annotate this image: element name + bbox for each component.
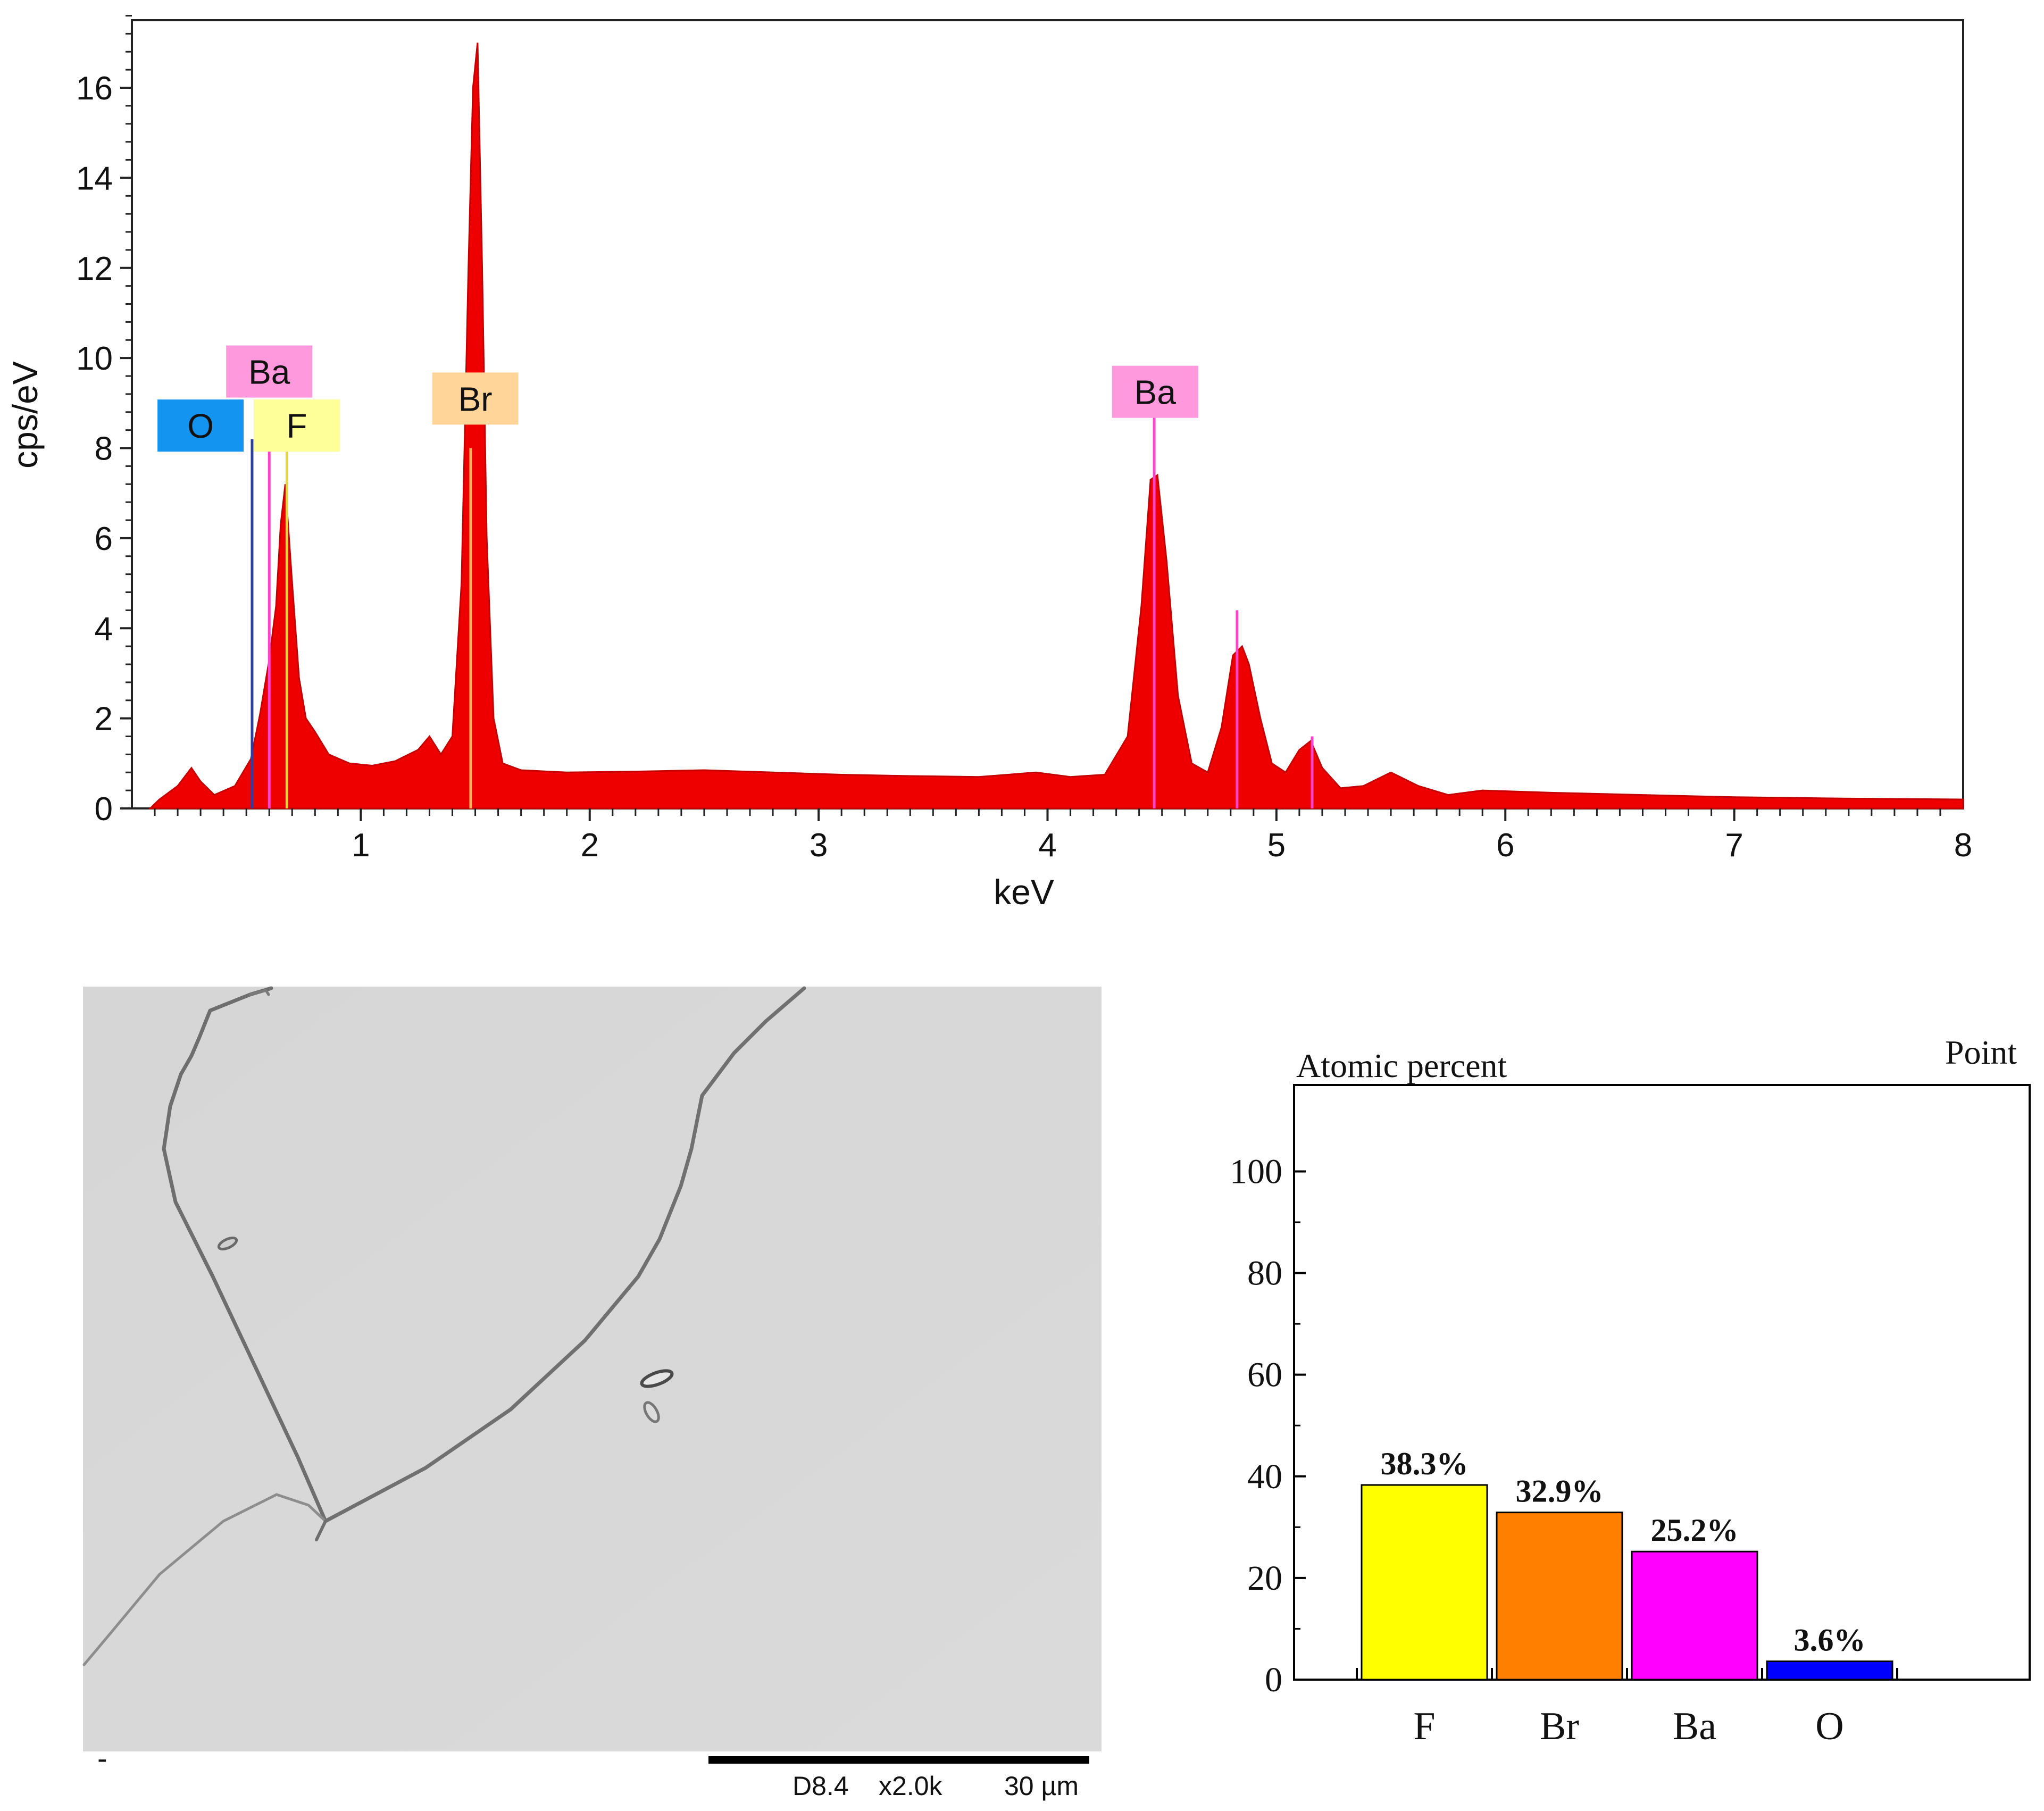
bar-chart-corner-label: Point bbox=[1945, 1033, 2017, 1071]
scale-bar-working-distance: D8.4 bbox=[792, 1771, 849, 1801]
y-tick-label: 14 bbox=[76, 160, 113, 197]
peak-label-box bbox=[253, 399, 340, 452]
bar-y-tick-label: 80 bbox=[1247, 1254, 1282, 1293]
x-tick-label: 7 bbox=[1725, 827, 1743, 864]
scale-bar-length: 30 µm bbox=[1004, 1771, 1079, 1801]
micrograph-corner-mark: - bbox=[97, 1741, 107, 1775]
bar-y-tick-label: 20 bbox=[1247, 1559, 1282, 1598]
peak-label-br-3: Br bbox=[432, 372, 519, 425]
bar-value-label: 25.2% bbox=[1651, 1513, 1739, 1548]
y-tick-label: 8 bbox=[95, 431, 113, 468]
peak-label-ba-0: Ba bbox=[226, 345, 313, 398]
x-tick-label: 4 bbox=[1038, 827, 1056, 864]
x-tick-label: 6 bbox=[1496, 827, 1514, 864]
peak-label-o-1: O bbox=[157, 399, 244, 452]
y-tick-label: 6 bbox=[95, 521, 113, 557]
bar-category-label: F bbox=[1413, 1705, 1435, 1748]
bar-value-label: 3.6% bbox=[1794, 1623, 1866, 1658]
y-tick-label: 4 bbox=[95, 611, 113, 647]
peak-label-text: Br bbox=[458, 380, 493, 418]
peak-label-box bbox=[226, 345, 313, 398]
bar-y-tick-label: 40 bbox=[1247, 1457, 1282, 1496]
peak-label-text: Ba bbox=[1134, 373, 1177, 412]
bar-y-tick-label: 100 bbox=[1230, 1152, 1282, 1191]
spectrum-x-axis-label: keV bbox=[994, 872, 1054, 912]
bar-y-ticks: 0 20 40 60 80 100 bbox=[1230, 1152, 1306, 1699]
peak-label-ba-4: Ba bbox=[1112, 365, 1198, 418]
micrograph-image bbox=[83, 987, 1102, 1751]
peak-label-box bbox=[1112, 365, 1198, 418]
peak-label-box bbox=[157, 399, 244, 452]
y-tick-label: 12 bbox=[76, 251, 113, 287]
peak-label-text: O bbox=[187, 407, 214, 445]
bar-chart-title: Atomic percent bbox=[1296, 1047, 1507, 1084]
scale-bar-line bbox=[708, 1756, 1089, 1764]
bar-y-tick-label: 0 bbox=[1265, 1660, 1282, 1699]
y-tick-label: 0 bbox=[95, 791, 113, 828]
bar-category-label: O bbox=[1815, 1705, 1843, 1748]
bar-ba bbox=[1631, 1550, 1758, 1681]
peak-label-text: Ba bbox=[248, 353, 290, 391]
bar-value-label: 32.9% bbox=[1516, 1474, 1604, 1509]
scale-bar: D8.4 x2.0k 30 µm bbox=[708, 1756, 1089, 1801]
y-tick-label: 10 bbox=[76, 340, 113, 377]
bar-o bbox=[1766, 1660, 1893, 1681]
scale-bar-magnification: x2.0k bbox=[879, 1771, 943, 1801]
bar-value-label: 38.3% bbox=[1381, 1446, 1469, 1481]
grain-boundaries bbox=[82, 986, 806, 1666]
x-tick-label: 2 bbox=[581, 827, 599, 864]
spectrum-y-axis-label: cps/eV bbox=[5, 361, 45, 469]
atomic-percent-chart: Atomic percent Point 0 20 40 60 80 100 38.3% F… bbox=[1230, 1033, 2031, 1748]
bar-y-tick-label: 60 bbox=[1247, 1356, 1282, 1395]
x-tick-label: 1 bbox=[352, 827, 370, 864]
bar-marks: 38.3% F 32.9% Br 25.2% Ba 3.6% O bbox=[1356, 1446, 1898, 1748]
bar-category-label: Br bbox=[1540, 1705, 1579, 1748]
bar-f bbox=[1361, 1484, 1488, 1681]
spectrum-y-ticks: 0 2 4 6 8 10 12 14 16 bbox=[76, 15, 132, 828]
peak-label-f-2: F bbox=[253, 399, 340, 452]
spectrum-marks: Ba O F Br Ba bbox=[148, 43, 1964, 809]
peak-label-text: F bbox=[286, 407, 307, 445]
peak-label-box bbox=[432, 372, 519, 425]
spectrum-plot-frame bbox=[131, 19, 1964, 809]
bar-br bbox=[1496, 1512, 1623, 1681]
bar-category-label: Ba bbox=[1673, 1705, 1716, 1748]
y-tick-label: 2 bbox=[95, 701, 113, 738]
y-tick-label: 16 bbox=[76, 70, 113, 107]
surface-particles bbox=[217, 1236, 674, 1423]
x-tick-label: 5 bbox=[1267, 827, 1286, 864]
x-tick-label: 3 bbox=[810, 827, 828, 864]
sem-micrograph: - D8.4 x2.0k 30 µm bbox=[82, 986, 1102, 1801]
spectrum-x-ticks: 1 2 3 4 5 6 7 8 bbox=[154, 808, 1972, 864]
x-tick-label: 8 bbox=[1954, 827, 1972, 864]
